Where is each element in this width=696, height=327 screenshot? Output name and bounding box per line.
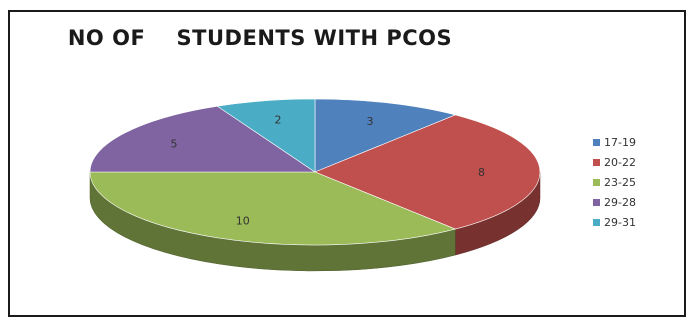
chart-legend: 17-19 20-22 23-25 29-28 29-31 — [593, 132, 636, 232]
pie-slice-17-19 — [314, 98, 457, 173]
legend-swatch — [593, 138, 600, 146]
legend-item-29-31: 29-31 — [593, 212, 636, 232]
legend-item-29-28: 29-28 — [593, 192, 636, 212]
legend-label: 20-22 — [604, 155, 636, 169]
legend-label: 29-28 — [604, 195, 636, 209]
pie-slice-23-25 — [89, 171, 457, 246]
data-label-20-22: 8 — [478, 166, 485, 179]
legend-swatch — [593, 198, 600, 206]
legend-swatch — [593, 218, 600, 226]
legend-item-20-22: 20-22 — [593, 152, 636, 172]
legend-label: 17-19 — [604, 135, 636, 149]
legend-label: 23-25 — [604, 175, 636, 189]
legend-swatch — [593, 158, 600, 166]
legend-item-17-19: 17-19 — [593, 132, 636, 152]
data-label-23-25: 10 — [236, 215, 250, 228]
legend-swatch — [593, 178, 600, 186]
pie-slice-20-22 — [314, 114, 541, 230]
pie-slice-29-31 — [216, 98, 316, 173]
legend-item-23-25: 23-25 — [593, 172, 636, 192]
chart-title: NO OF STUDENTS WITH PCOS — [67, 26, 453, 50]
legend-label: 29-31 — [604, 215, 636, 229]
pie-slice-29-28 — [89, 105, 316, 173]
data-label-17-19: 3 — [366, 115, 373, 128]
data-label-29-31: 2 — [274, 113, 281, 126]
data-label-29-28: 5 — [171, 137, 178, 150]
